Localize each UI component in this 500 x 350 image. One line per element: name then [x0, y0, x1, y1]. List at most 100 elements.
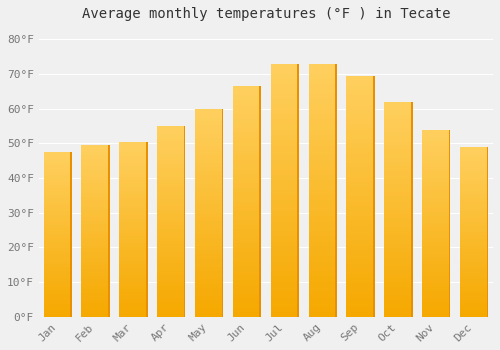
Bar [308, 271, 337, 276]
Bar [460, 269, 488, 273]
Bar [460, 289, 488, 293]
Bar [157, 156, 186, 160]
Bar [270, 165, 299, 170]
Bar [460, 235, 488, 239]
Bar [82, 234, 110, 238]
Bar [119, 247, 148, 250]
Bar [270, 160, 299, 165]
Bar [270, 205, 299, 210]
Bar [157, 214, 186, 218]
Bar [270, 155, 299, 160]
Bar [157, 172, 186, 176]
Bar [233, 202, 261, 206]
Bar [157, 233, 186, 237]
Bar [270, 251, 299, 256]
Bar [195, 296, 224, 300]
Bar [157, 187, 186, 191]
Bar [82, 183, 110, 187]
Bar [384, 158, 412, 162]
Bar [44, 274, 72, 277]
Bar [384, 278, 412, 282]
Bar [422, 156, 450, 160]
Bar [308, 236, 337, 241]
Bar [108, 145, 110, 317]
Bar [233, 146, 261, 151]
Bar [422, 298, 450, 302]
Bar [384, 201, 412, 205]
Bar [346, 119, 375, 124]
Bar [460, 286, 488, 289]
Bar [384, 205, 412, 209]
Bar [195, 271, 224, 275]
Bar [195, 159, 224, 163]
Bar [119, 205, 148, 208]
Bar [422, 145, 450, 148]
Bar [44, 152, 72, 155]
Bar [233, 289, 261, 294]
Bar [384, 257, 412, 261]
Bar [157, 183, 186, 187]
Bar [460, 313, 488, 317]
Bar [119, 243, 148, 247]
Bar [384, 145, 412, 149]
Bar [384, 136, 412, 141]
Bar [195, 200, 224, 204]
Bar [270, 266, 299, 271]
Bar [384, 313, 412, 317]
Bar [270, 185, 299, 190]
Bar [308, 119, 337, 125]
Bar [44, 231, 72, 234]
Bar [195, 217, 224, 221]
Bar [346, 153, 375, 158]
Bar [195, 267, 224, 271]
Bar [270, 125, 299, 130]
Bar [233, 188, 261, 192]
Bar [384, 175, 412, 179]
Bar [157, 279, 186, 282]
Bar [411, 102, 412, 317]
Bar [119, 222, 148, 226]
Bar [270, 312, 299, 317]
Bar [270, 231, 299, 236]
Bar [422, 208, 450, 212]
Bar [308, 281, 337, 286]
Bar [82, 310, 110, 313]
Bar [422, 167, 450, 171]
Bar [384, 244, 412, 248]
Bar [233, 261, 261, 266]
Bar [460, 307, 488, 310]
Bar [82, 166, 110, 169]
Bar [422, 257, 450, 261]
Bar [460, 161, 488, 164]
Bar [233, 238, 261, 243]
Bar [44, 303, 72, 307]
Bar [308, 165, 337, 170]
Bar [119, 285, 148, 289]
Bar [346, 206, 375, 211]
Bar [270, 286, 299, 292]
Bar [422, 306, 450, 309]
Bar [460, 164, 488, 167]
Bar [308, 79, 337, 84]
Bar [195, 163, 224, 167]
Bar [195, 146, 224, 150]
Bar [308, 64, 337, 69]
Bar [270, 134, 299, 140]
Bar [195, 180, 224, 184]
Bar [195, 304, 224, 308]
Bar [460, 245, 488, 249]
Bar [233, 160, 261, 164]
Bar [346, 134, 375, 139]
Bar [308, 205, 337, 210]
Bar [82, 262, 110, 265]
Bar [346, 240, 375, 245]
Bar [384, 300, 412, 304]
Bar [384, 291, 412, 295]
Bar [233, 308, 261, 312]
Bar [270, 104, 299, 109]
Bar [270, 99, 299, 104]
Bar [82, 303, 110, 307]
Bar [422, 268, 450, 272]
Bar [44, 284, 72, 287]
Bar [119, 306, 148, 310]
